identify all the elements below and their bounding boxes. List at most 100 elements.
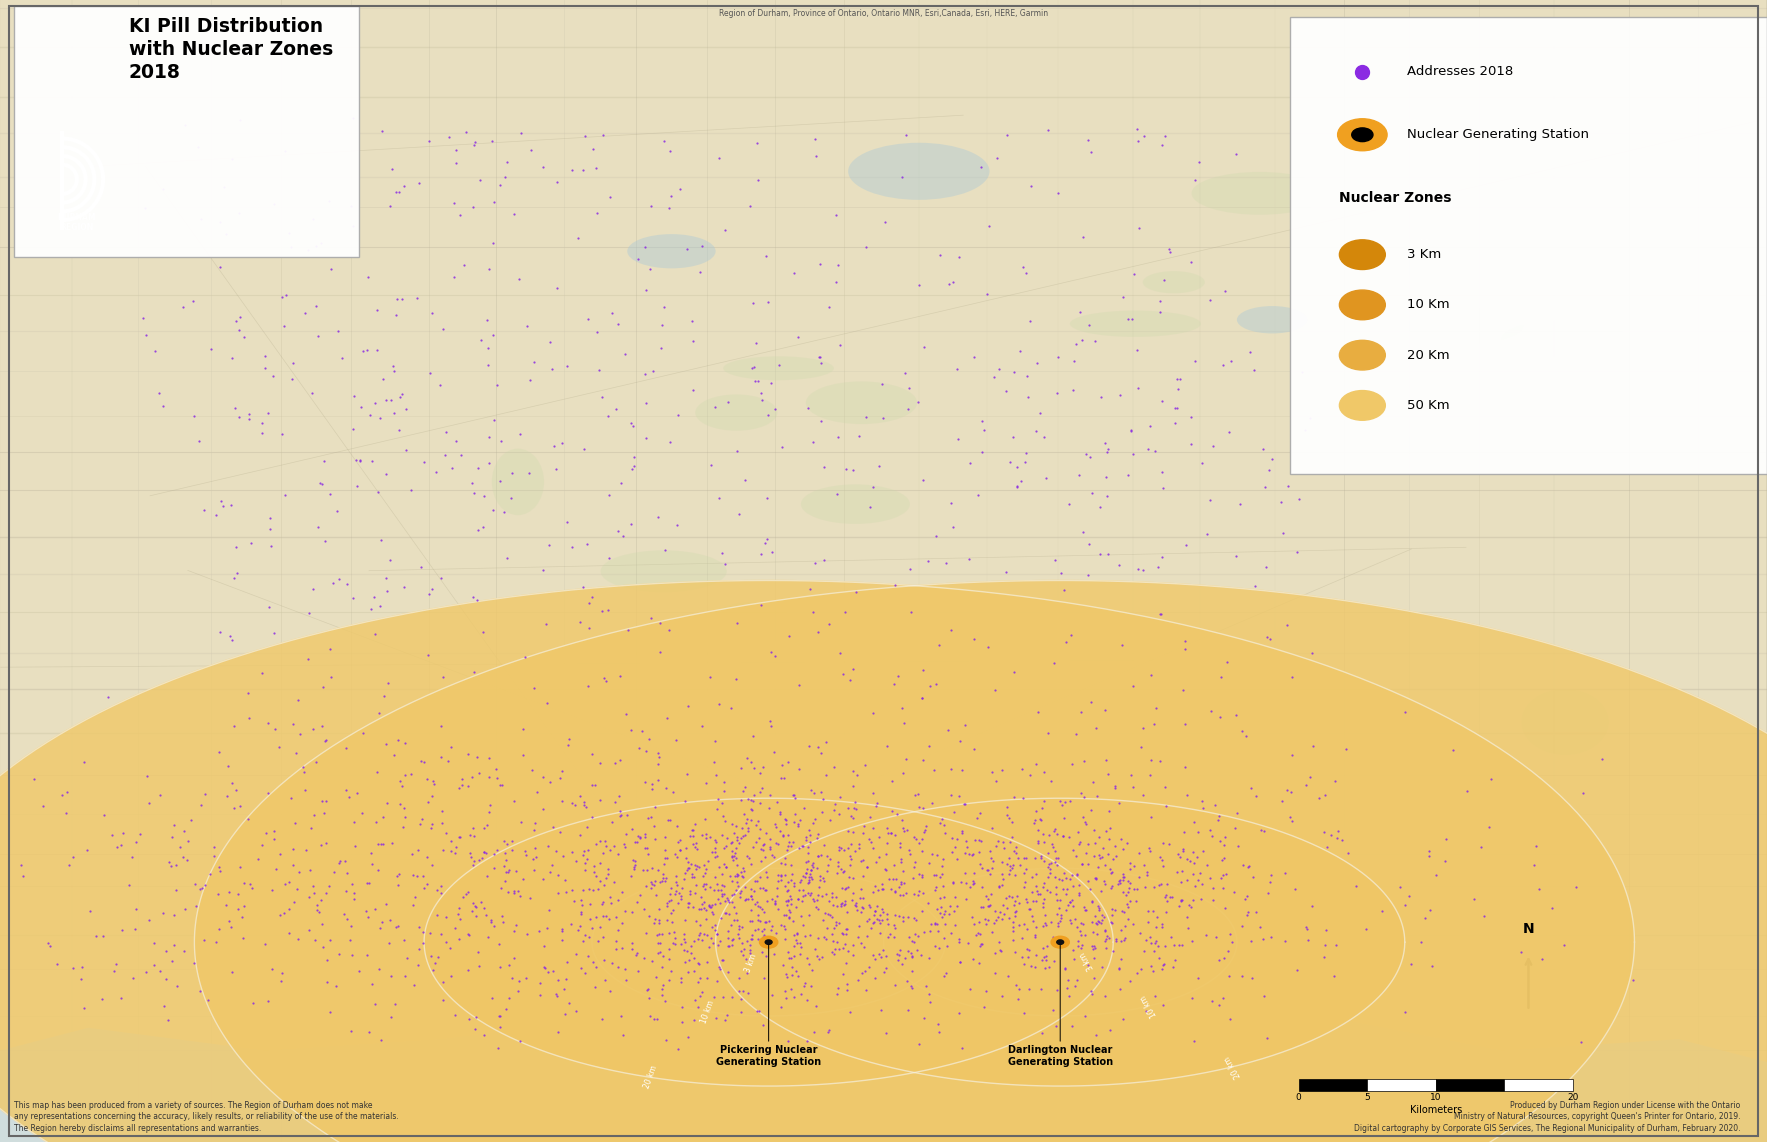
Point xyxy=(1184,968,1212,987)
Point xyxy=(316,260,345,279)
Point xyxy=(666,831,694,850)
Point xyxy=(804,825,832,843)
Point xyxy=(1152,797,1180,815)
Point xyxy=(747,391,776,409)
Point xyxy=(871,860,899,878)
Point xyxy=(793,884,822,902)
Point xyxy=(1057,870,1085,888)
Point xyxy=(795,821,823,839)
Point xyxy=(836,868,864,886)
Point xyxy=(813,733,841,751)
Point xyxy=(477,912,505,931)
Point xyxy=(461,1008,489,1027)
Point xyxy=(848,898,876,916)
Point xyxy=(413,793,442,811)
Point xyxy=(938,273,967,291)
Point xyxy=(1216,423,1244,441)
Point xyxy=(391,578,419,596)
Point xyxy=(687,826,716,844)
Point xyxy=(1316,826,1345,844)
Point xyxy=(1184,847,1212,866)
Point xyxy=(1385,878,1414,896)
Point xyxy=(648,958,677,976)
Point xyxy=(721,867,749,885)
Point xyxy=(861,912,889,931)
Point xyxy=(489,504,518,522)
Point xyxy=(633,838,661,856)
Point xyxy=(739,911,767,930)
Point xyxy=(459,894,488,912)
Point xyxy=(1173,918,1202,936)
Point xyxy=(595,888,624,907)
Point xyxy=(1007,472,1035,490)
Point xyxy=(200,837,228,855)
Point xyxy=(680,932,709,950)
Point xyxy=(666,841,694,859)
Point xyxy=(714,891,742,909)
Point xyxy=(673,859,701,877)
Point xyxy=(995,886,1023,904)
Point xyxy=(1320,772,1348,790)
Point xyxy=(1087,911,1115,930)
Point xyxy=(815,855,843,874)
Point xyxy=(1048,928,1076,947)
Point xyxy=(839,946,868,964)
Point xyxy=(1237,932,1265,950)
Point xyxy=(189,931,217,949)
Point xyxy=(1090,908,1119,926)
Point xyxy=(687,887,716,906)
Point xyxy=(528,767,557,786)
Point xyxy=(412,875,440,893)
Point xyxy=(922,675,951,693)
Point xyxy=(1131,856,1159,875)
Point xyxy=(915,984,944,1003)
Point xyxy=(429,841,458,859)
Point xyxy=(1108,950,1136,968)
Point xyxy=(1108,902,1136,920)
Point xyxy=(493,549,521,568)
Point xyxy=(800,1022,829,1040)
Point xyxy=(1159,958,1187,976)
Point xyxy=(1248,821,1276,839)
Point xyxy=(1028,951,1057,970)
Point xyxy=(1046,891,1074,909)
Point xyxy=(219,569,247,587)
Point xyxy=(1058,381,1087,400)
Point xyxy=(808,845,836,863)
Point xyxy=(703,799,732,818)
Point xyxy=(1124,131,1152,150)
Point xyxy=(1067,330,1096,348)
Point xyxy=(571,964,599,982)
Point xyxy=(636,878,664,896)
Point xyxy=(486,1006,514,1024)
Point xyxy=(1184,823,1212,842)
Point xyxy=(1080,907,1108,925)
Point xyxy=(864,911,892,930)
Point xyxy=(1030,763,1058,781)
Point xyxy=(808,803,836,821)
Point xyxy=(1083,787,1111,805)
Point xyxy=(578,919,606,938)
Point xyxy=(981,964,1009,982)
Point xyxy=(618,417,647,435)
Point xyxy=(832,954,861,972)
Point xyxy=(1071,788,1099,806)
Point xyxy=(986,942,1014,960)
Point xyxy=(1081,939,1110,957)
Point xyxy=(728,827,756,845)
Point xyxy=(1080,332,1108,351)
Point xyxy=(1046,791,1074,810)
Point xyxy=(859,839,887,858)
Point xyxy=(442,154,470,172)
Point xyxy=(302,896,330,915)
Point xyxy=(1177,852,1205,870)
Point xyxy=(1297,644,1325,662)
Point xyxy=(1136,666,1164,684)
Point xyxy=(701,397,730,416)
Point xyxy=(1140,442,1168,460)
Point xyxy=(251,347,279,365)
Point xyxy=(868,875,896,893)
Point xyxy=(657,187,686,206)
Point xyxy=(843,971,871,989)
Point xyxy=(459,664,488,682)
